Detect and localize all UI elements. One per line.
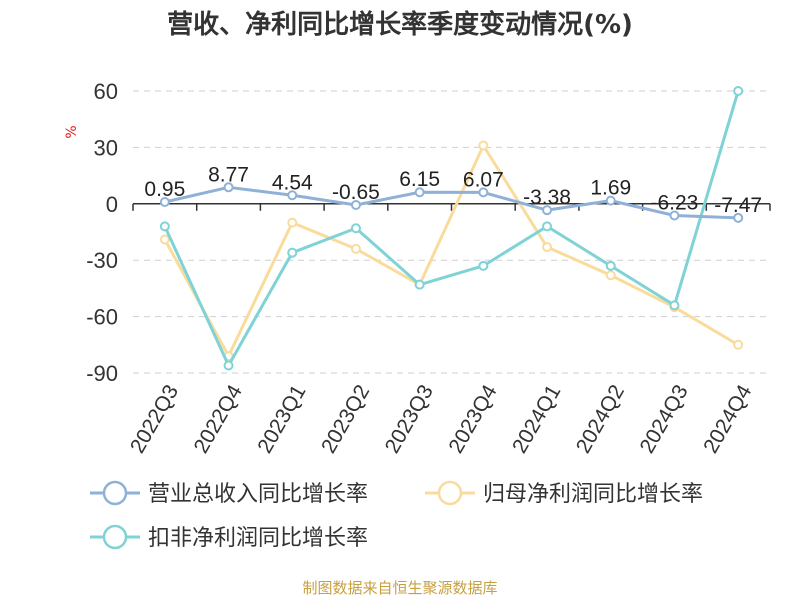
data-label: 6.15 [399, 168, 440, 191]
data-label: 8.77 [208, 163, 249, 186]
data-point[interactable] [287, 190, 298, 201]
data-point[interactable] [733, 212, 744, 223]
data-point[interactable] [669, 300, 680, 311]
data-point[interactable] [605, 270, 616, 281]
data-point[interactable] [669, 210, 680, 221]
series-line [164, 185, 739, 220]
data-point[interactable] [287, 247, 298, 258]
legend-marker [102, 480, 128, 506]
legend-item[interactable]: 扣非净利润同比增长率 [90, 524, 368, 551]
data-point[interactable] [478, 187, 489, 198]
data-point[interactable] [542, 221, 553, 232]
data-point[interactable] [350, 200, 361, 211]
data-label: -7.47 [714, 194, 762, 217]
legend-item[interactable]: 营业总收入同比增长率 [90, 480, 368, 507]
x-tick-label: 2023Q3 [381, 381, 438, 457]
x-tick-label: 2023Q4 [444, 381, 501, 457]
series-0 [159, 182, 744, 223]
chart-title: 营收、净利同比增长率季度变动情况(%) [167, 9, 633, 40]
series-group [159, 86, 744, 371]
legend-label: 营业总收入同比增长率 [148, 482, 368, 507]
legend-label: 扣非净利润同比增长率 [148, 526, 368, 551]
x-tick-label: 2024Q2 [572, 381, 629, 457]
data-point[interactable] [223, 182, 234, 193]
data-point[interactable] [350, 223, 361, 234]
data-point[interactable] [159, 197, 170, 208]
data-point[interactable] [605, 260, 616, 271]
data-point[interactable] [605, 195, 616, 206]
y-tick-label: 0 [106, 192, 118, 217]
x-axis: 2022Q3 2022Q4 2023Q1 2023Q2 2023Q3 2023Q4 2024… [126, 203, 771, 457]
legend-marker [437, 480, 463, 506]
data-point[interactable] [159, 234, 170, 245]
data-point[interactable] [478, 140, 489, 151]
data-point[interactable] [733, 339, 744, 350]
data-point[interactable] [350, 243, 361, 254]
data-point[interactable] [159, 221, 170, 232]
y-tick-label: 60 [94, 79, 118, 104]
series-line [163, 144, 739, 358]
data-point[interactable] [733, 86, 744, 96]
data-point[interactable] [414, 279, 425, 290]
legend-label: 归母净利润同比增长率 [483, 482, 703, 507]
data-label: -6.23 [651, 192, 699, 215]
y-tick-label: -90 [86, 361, 118, 386]
series-line [163, 90, 740, 367]
legend-marker [102, 524, 128, 550]
x-tick-label: 2024Q3 [635, 381, 692, 457]
x-tick-label: 2022Q3 [126, 381, 183, 457]
x-tick-label: 2023Q2 [317, 381, 374, 457]
data-label: 1.69 [590, 177, 631, 200]
source-note: 制图数据来自恒生聚源数据库 [302, 579, 497, 597]
data-point[interactable] [414, 187, 425, 198]
series-2 [159, 86, 744, 371]
data-point[interactable] [223, 360, 234, 371]
x-tick-label: 2023Q1 [253, 381, 310, 457]
data-point[interactable] [542, 205, 553, 216]
data-point[interactable] [287, 217, 298, 228]
grid-lines [133, 90, 770, 374]
data-label: 4.54 [272, 171, 313, 194]
y-tick-label: -30 [86, 248, 118, 273]
legend-item[interactable]: 归母净利润同比增长率 [425, 480, 703, 507]
data-point[interactable] [542, 242, 553, 253]
data-label: -3.38 [523, 186, 571, 209]
y-tick-label: -60 [86, 305, 118, 330]
data-label: 6.07 [463, 168, 504, 191]
data-point[interactable] [478, 260, 489, 271]
x-tick-label: 2024Q4 [699, 381, 756, 457]
y-tick-label: 30 [94, 135, 118, 160]
y-axis-ticks: 60 30 0 -30 -60 -90 [86, 79, 118, 386]
data-labels: 0.95 8.77 4.54 -0.65 6.15 6.07 -3.38 1.69 -6.23-… [144, 163, 762, 217]
x-tick-label: 2024Q1 [508, 381, 565, 457]
x-tick-label: 2022Q4 [190, 381, 247, 457]
y-axis-unit: % [64, 125, 80, 138]
series-1 [159, 140, 744, 362]
data-label: 0.95 [144, 178, 185, 201]
data-label: -0.65 [332, 181, 380, 204]
